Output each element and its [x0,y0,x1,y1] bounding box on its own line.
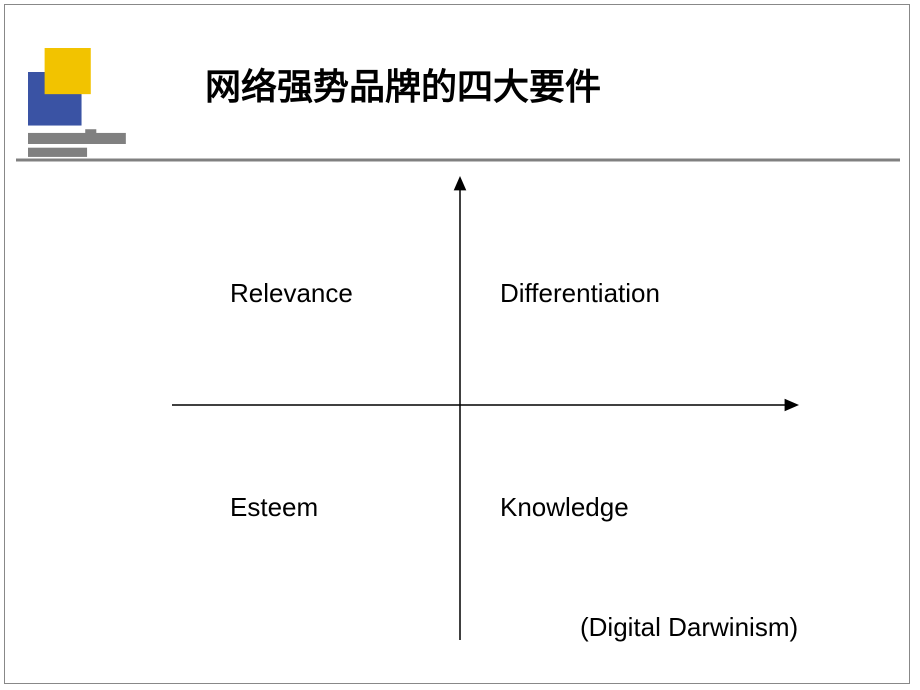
quadrant-top-right-label: Differentiation [500,278,660,309]
source-citation: (Digital Darwinism) [580,612,798,643]
arrow-right [785,399,799,412]
quadrant-top-left-label: Relevance [230,278,353,309]
quadrant-bottom-right-label: Knowledge [500,492,629,523]
quadrant-diagram [0,0,920,690]
arrow-up [454,176,467,190]
quadrant-bottom-left-label: Esteem [230,492,318,523]
